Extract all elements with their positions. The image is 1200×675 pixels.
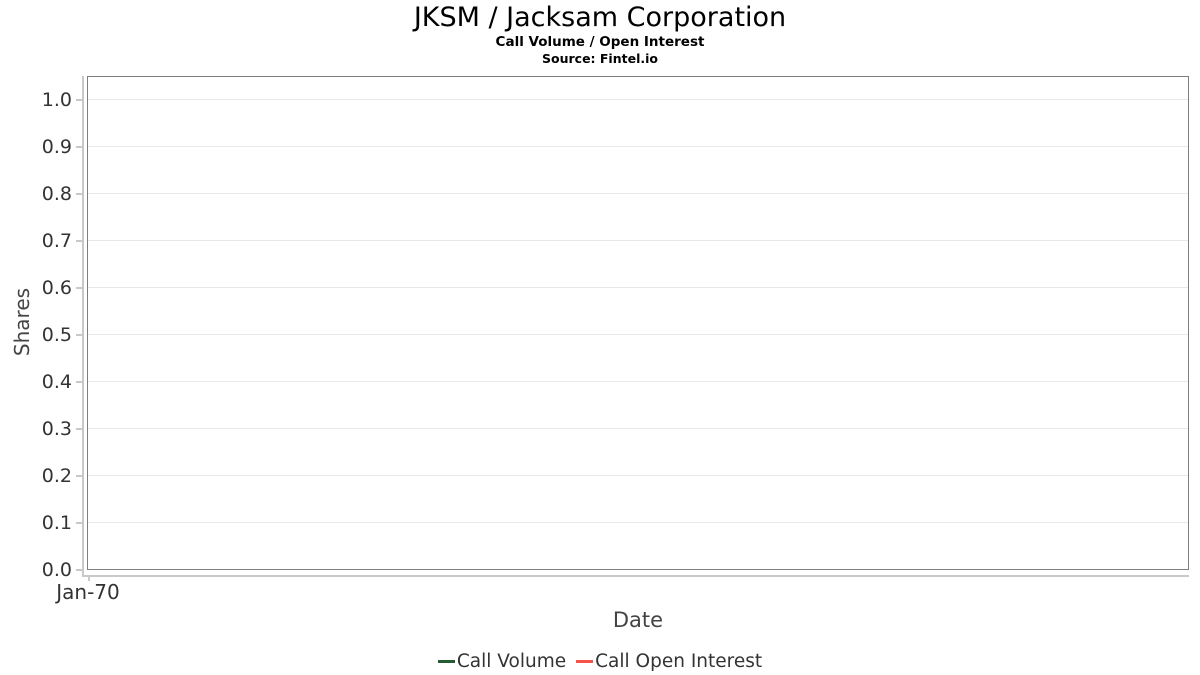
y-tick-mark: [76, 146, 82, 148]
gridline: [88, 287, 1188, 288]
x-axis-title: Date: [612, 608, 664, 632]
gridline: [88, 475, 1188, 476]
y-tick-label: 0.5: [41, 324, 72, 346]
y-tick-mark: [76, 522, 82, 524]
plot-area: [87, 76, 1189, 570]
y-tick-mark: [76, 569, 82, 571]
chart-title: JKSM / Jacksam Corporation: [413, 2, 787, 33]
y-tick-label: 0.2: [41, 465, 72, 487]
legend-series-label: Call Volume: [456, 650, 567, 672]
y-tick-label: 0.4: [41, 371, 72, 393]
y-tick-mark: [76, 428, 82, 430]
y-tick-label: 1.0: [41, 89, 72, 111]
chart-subtitle: Call Volume / Open Interest: [495, 34, 705, 50]
y-tick-mark: [76, 381, 82, 383]
gridline: [88, 334, 1188, 335]
y-tick-mark: [76, 99, 82, 101]
gridline: [88, 522, 1188, 523]
gridline: [88, 146, 1188, 147]
y-tick-label: 0.8: [41, 183, 72, 205]
y-tick-mark: [76, 193, 82, 195]
gridline: [88, 240, 1188, 241]
gridline: [88, 193, 1188, 194]
y-tick-label: 0.7: [41, 230, 72, 252]
y-tick-mark: [76, 334, 82, 336]
x-axis-line: [82, 575, 1189, 577]
legend-item: Call Volume: [437, 649, 567, 675]
gridline: [88, 99, 1188, 100]
y-tick-mark: [76, 475, 82, 477]
legend-series-dash-icon: [576, 660, 594, 663]
legend-item: Call Open Interest: [576, 649, 762, 675]
y-tick-mark: [76, 240, 82, 242]
y-tick-label: 0.3: [41, 418, 72, 440]
y-tick-label: 0.1: [41, 512, 72, 534]
legend: Call Volume Call Open Interest: [0, 645, 1200, 675]
y-tick-label: 0.6: [41, 277, 72, 299]
y-tick-label: 0.0: [41, 559, 72, 581]
x-tick-label: Jan-70: [56, 580, 120, 604]
gridline: [88, 428, 1188, 429]
legend-series-dash-icon: [437, 660, 455, 663]
y-axis-line: [82, 76, 84, 576]
y-tick-label: 0.9: [41, 136, 72, 158]
y-tick-mark: [76, 287, 82, 289]
x-tick-mark: [88, 576, 90, 581]
legend-series-label: Call Open Interest: [595, 650, 763, 672]
gridline: [88, 381, 1188, 382]
chart-source: Source: Fintel.io: [542, 51, 658, 66]
